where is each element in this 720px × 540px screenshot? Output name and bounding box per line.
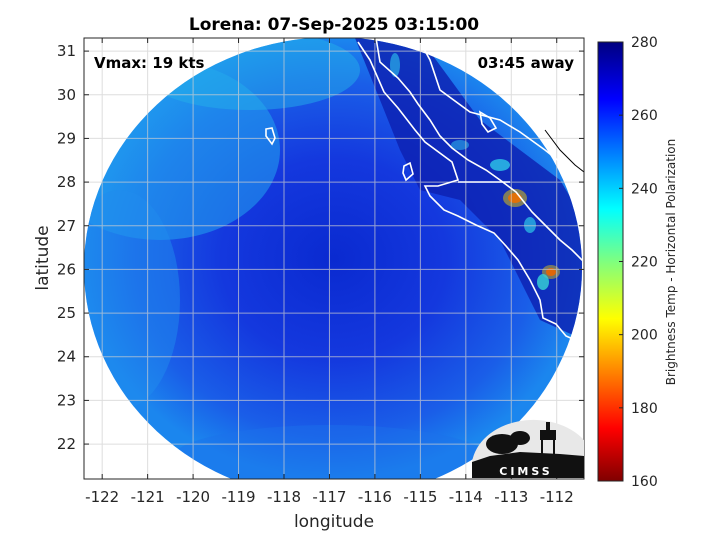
island-guadalupe	[265, 127, 276, 146]
coastline-baja-pacific	[357, 41, 584, 345]
colorbar: 160 180 200 220 240 260 280 Brightness Temp - …	[597, 35, 678, 490]
coastline-baja-gulf	[375, 38, 584, 263]
y-tick-label: 25	[57, 304, 76, 322]
chart-title: Lorena: 07-Sep-2025 03:15:00	[189, 15, 479, 35]
satellite-dish-icon	[486, 434, 518, 454]
vmax-annotation: Vmax: 19 kts	[94, 54, 204, 72]
y-tick-label: 27	[57, 217, 76, 235]
x-axis-label: longitude	[294, 512, 374, 532]
water-tower-icon	[540, 430, 556, 440]
logo-text: CIMSS	[499, 465, 552, 478]
time-away-annotation: 03:45 away	[478, 54, 575, 72]
x-tick-label: -112	[540, 488, 574, 506]
x-tick-label: -115	[403, 488, 437, 506]
coastlines	[265, 38, 584, 345]
x-tick-label: -119	[222, 488, 256, 506]
x-tick-label: -121	[131, 488, 165, 506]
colorbar-tick-label: 180	[631, 401, 658, 417]
x-tick-label: -122	[85, 488, 119, 506]
axes-frame	[83, 37, 585, 480]
land-border-black	[544, 129, 584, 173]
colorbar-label: Brightness Temp - Horizontal Polarizatio…	[664, 139, 678, 386]
x-tick-label: -113	[494, 488, 528, 506]
y-tick-label: 30	[57, 86, 76, 104]
y-tick-label: 26	[57, 260, 76, 278]
y-tick-label: 23	[57, 391, 76, 409]
x-tick-label: -116	[358, 488, 392, 506]
y-tick-label: 24	[57, 348, 76, 366]
colorbar-tick-label: 220	[631, 255, 658, 271]
swath-image	[84, 38, 582, 479]
colorbar-tick-label: 280	[631, 35, 658, 51]
x-tick-label: -117	[312, 488, 346, 506]
grid	[84, 38, 584, 479]
logo-hills	[472, 452, 584, 478]
x-tick-label: -120	[176, 488, 210, 506]
plot-area	[84, 38, 584, 479]
x-tick-label: -118	[267, 488, 301, 506]
coastline-mainland	[417, 38, 584, 181]
colorbar-tick-label: 240	[631, 181, 658, 197]
colorbar-tick-label: 260	[631, 108, 658, 124]
y-tick-label: 29	[57, 129, 76, 147]
colorbar-ticks: 160 180 200 220 240 260 280	[619, 35, 658, 490]
colorbar-tick-label: 160	[631, 474, 658, 490]
colorbar-gradient	[597, 41, 624, 482]
cimss-logo: CIMSS	[472, 419, 584, 478]
y-axis: 22 23 24 25 26 27 28 29 30 31	[57, 42, 584, 453]
y-tick-label: 31	[57, 42, 76, 60]
y-tick-label: 28	[57, 173, 76, 191]
x-tick-label: -114	[449, 488, 483, 506]
colorbar-tick-label: 200	[631, 328, 658, 344]
island-cedros	[402, 161, 414, 182]
y-axis-label: latitude	[33, 225, 53, 290]
x-axis: -122 -121 -120 -119 -118 -117 -116 -115 -114 -113…	[85, 38, 574, 506]
y-tick-label: 22	[57, 435, 76, 453]
island-gulf	[478, 110, 498, 134]
